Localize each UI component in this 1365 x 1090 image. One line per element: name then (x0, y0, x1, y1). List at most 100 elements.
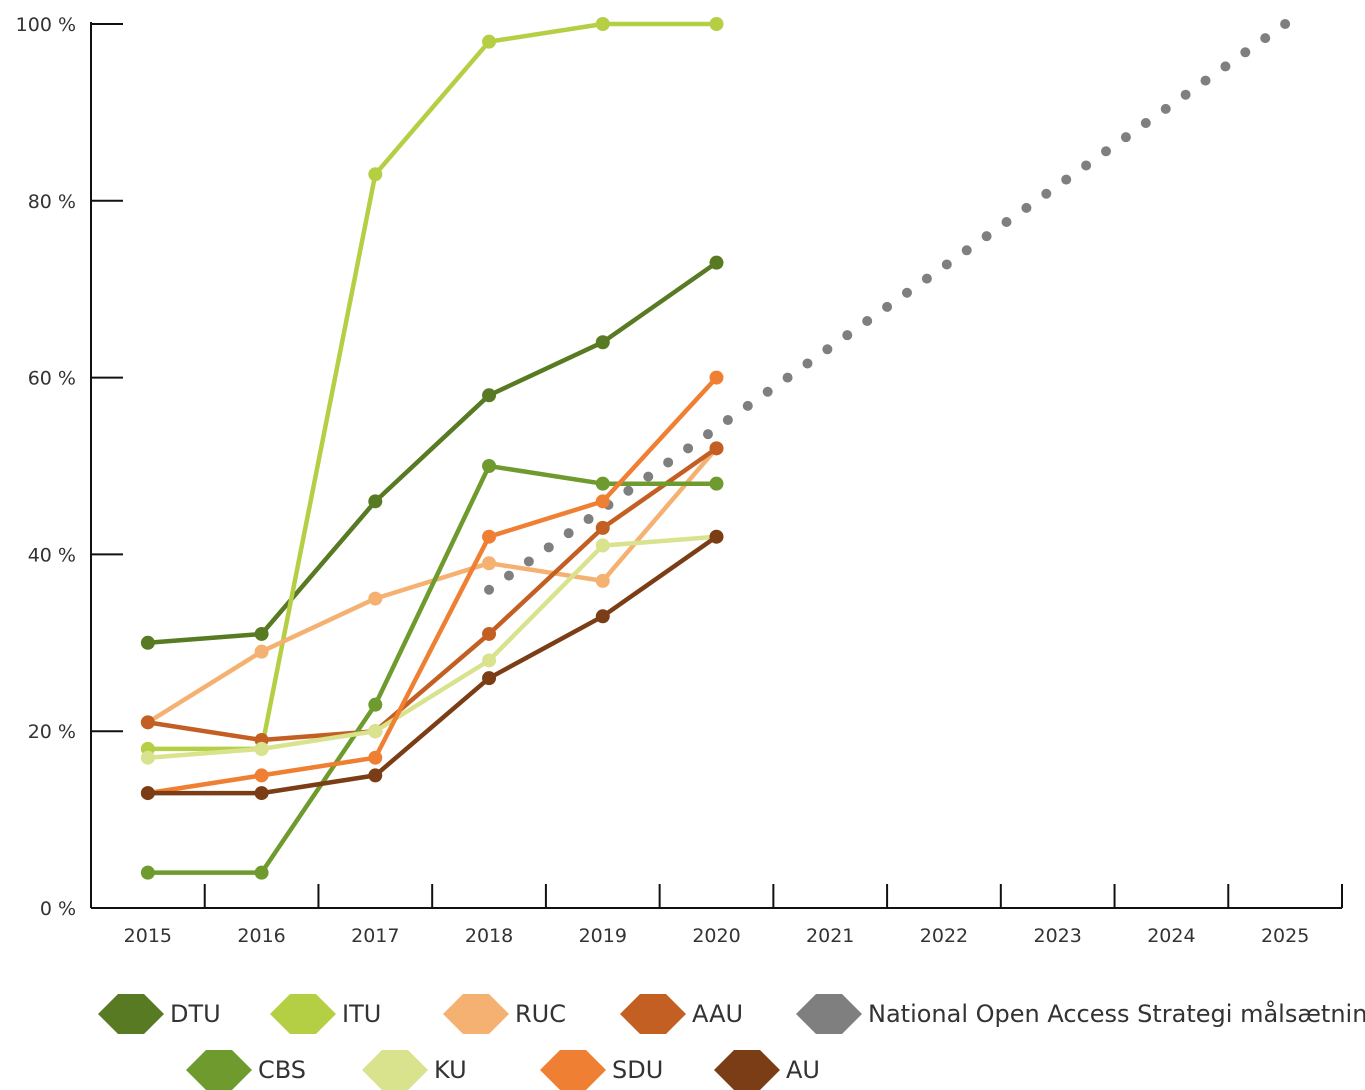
target-dot (722, 415, 733, 426)
target-dot (1140, 118, 1151, 129)
y-tick-label: 80 % (28, 191, 76, 213)
x-tick-label: 2019 (579, 925, 627, 947)
target-dot (782, 372, 793, 383)
data-point (482, 671, 497, 686)
target-dot (941, 259, 952, 270)
target-dot (1001, 217, 1012, 228)
series-national-open-access-strategi-m-ls-tning (484, 19, 1291, 595)
target-dot (523, 556, 534, 567)
data-point (254, 644, 269, 659)
series-line (147, 446, 718, 743)
target-dot (1160, 103, 1171, 114)
data-point (709, 17, 724, 31)
series-line (147, 376, 719, 796)
target-dot (981, 231, 992, 242)
data-point (595, 538, 610, 553)
series-aau (140, 441, 724, 748)
x-tick-label: 2015 (124, 925, 172, 947)
x-tick-label: 2022 (920, 925, 968, 947)
data-point (254, 741, 269, 756)
data-point (595, 17, 610, 31)
target-dot (663, 457, 674, 468)
target-dot (583, 514, 594, 525)
data-point (368, 724, 383, 739)
target-dot (901, 287, 912, 298)
target-dot (882, 301, 893, 312)
data-point (254, 626, 269, 641)
target-dot (1240, 47, 1251, 58)
target-dot (484, 584, 495, 595)
data-point (595, 609, 610, 624)
data-point (482, 556, 497, 571)
target-dot (623, 485, 634, 496)
data-point (709, 529, 724, 544)
data-point (595, 335, 610, 350)
series-line (147, 21, 717, 752)
data-point (140, 715, 155, 730)
target-dot (543, 542, 554, 553)
target-dot (1041, 188, 1052, 199)
data-point (140, 750, 155, 765)
x-tick-label: 2018 (465, 925, 513, 947)
target-dot (643, 471, 654, 482)
target-dot (1081, 160, 1092, 171)
target-dot (1120, 132, 1131, 143)
y-tick-label: 20 % (28, 721, 76, 743)
target-dot (1101, 146, 1112, 157)
target-dot (961, 245, 972, 256)
data-point (709, 255, 724, 270)
y-tick-label: 100 % (16, 14, 76, 36)
target-dot (842, 330, 853, 341)
y-tick-label: 60 % (28, 368, 76, 390)
x-tick-label: 2024 (1147, 925, 1195, 947)
data-point (368, 591, 383, 606)
data-point (709, 441, 724, 456)
target-dot (563, 528, 574, 539)
data-point (140, 786, 155, 801)
series-line (147, 534, 717, 760)
data-point (595, 520, 610, 535)
data-point (254, 786, 269, 801)
x-tick-label: 2023 (1034, 925, 1082, 947)
data-point (140, 635, 155, 650)
target-dot (921, 273, 932, 284)
x-tick-label: 2025 (1261, 925, 1309, 947)
target-dot (862, 316, 873, 327)
series-layer (140, 17, 1291, 880)
data-point (482, 459, 497, 473)
data-point (368, 494, 383, 509)
target-dot (683, 443, 694, 454)
data-point (254, 865, 269, 880)
series-au (140, 529, 724, 801)
target-dot (762, 386, 773, 397)
target-dot (1021, 202, 1032, 213)
data-point (140, 865, 155, 880)
data-point (595, 494, 610, 509)
data-point (482, 34, 497, 49)
target-dot (802, 358, 813, 369)
target-dot (702, 429, 713, 440)
data-point (368, 167, 383, 182)
target-dot (1280, 19, 1291, 29)
series-line (147, 534, 718, 796)
data-point (595, 573, 610, 588)
x-tick-label: 2020 (692, 925, 740, 947)
x-tick-label: 2017 (351, 925, 399, 947)
data-point (482, 529, 497, 544)
target-dot (1220, 61, 1231, 72)
x-tick-label: 2016 (237, 925, 285, 947)
data-point (368, 750, 383, 765)
data-point (254, 768, 269, 783)
axes (90, 22, 1343, 909)
target-dot (822, 344, 833, 355)
data-point (709, 370, 724, 385)
target-dot (742, 400, 753, 411)
data-point (482, 388, 497, 403)
target-dot (1180, 89, 1191, 100)
series-line (147, 260, 718, 646)
y-tick-label: 40 % (28, 544, 76, 566)
series-dtu (140, 255, 724, 650)
data-point (595, 476, 610, 491)
data-point (482, 626, 497, 641)
